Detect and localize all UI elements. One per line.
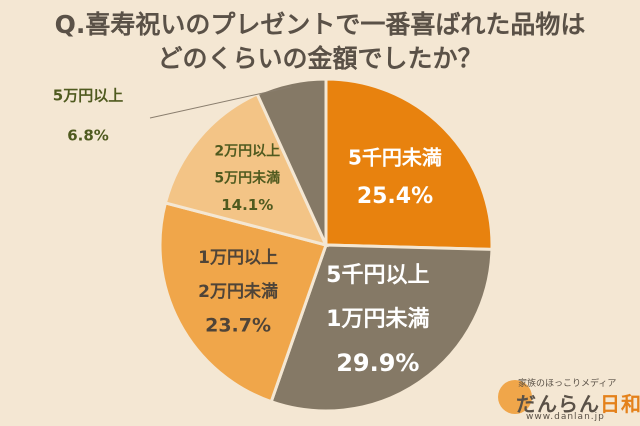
pie-slice-1: [324, 77, 494, 251]
slice-label-3-line-1: 1万円以上: [198, 248, 278, 268]
slice-label-3-line-2: 2万円未満: [198, 281, 278, 302]
chart-title-line-1: Q.喜寿祝いのプレゼントで一番喜ばれた品物は: [54, 10, 586, 39]
slice-value-5: 6.8%: [67, 127, 109, 145]
pie-slice-3: [158, 201, 328, 404]
slice-value-4: 14.1%: [221, 196, 273, 214]
logo-url: www.danlan.jp: [526, 412, 605, 422]
logo-brand-accent: 日和: [600, 392, 640, 416]
slice-label-5-line-1: 5万円以上: [53, 87, 123, 105]
slice-label-4-line-2: 5万円未満: [214, 170, 280, 187]
logo-brand: だんらん日和: [516, 388, 640, 417]
chart-title: Q.喜寿祝いのプレゼントで一番喜ばれた品物は どのくらいの金額でしたか？: [0, 8, 640, 76]
slice-label-4-line-1: 2万円以上: [214, 144, 280, 160]
chart-title-line-2: どのくらいの金額でしたか？: [157, 44, 483, 73]
pie-slice-2: [269, 243, 494, 413]
slice-value-1: 25.4%: [357, 184, 433, 209]
slice-label-2-line-2: 1万円未満: [326, 306, 429, 332]
logo-tagline: 家族のほっこりメディア: [518, 379, 617, 389]
logo-circle-icon: [498, 380, 532, 414]
slice-label-2-line-1: 5千円以上: [326, 263, 429, 288]
slice-value-2: 29.9%: [336, 349, 419, 377]
site-logo: 家族のほっこりメディア だんらん日和 www.danlan.jp: [498, 374, 640, 424]
slice-label-1-line-1: 5千円未満: [348, 145, 442, 169]
pie-slice-4: [163, 91, 329, 248]
leader-line-5: [149, 86, 292, 119]
slice-value-3: 23.7%: [205, 314, 271, 336]
logo-brand-main: だんらん: [516, 392, 600, 416]
